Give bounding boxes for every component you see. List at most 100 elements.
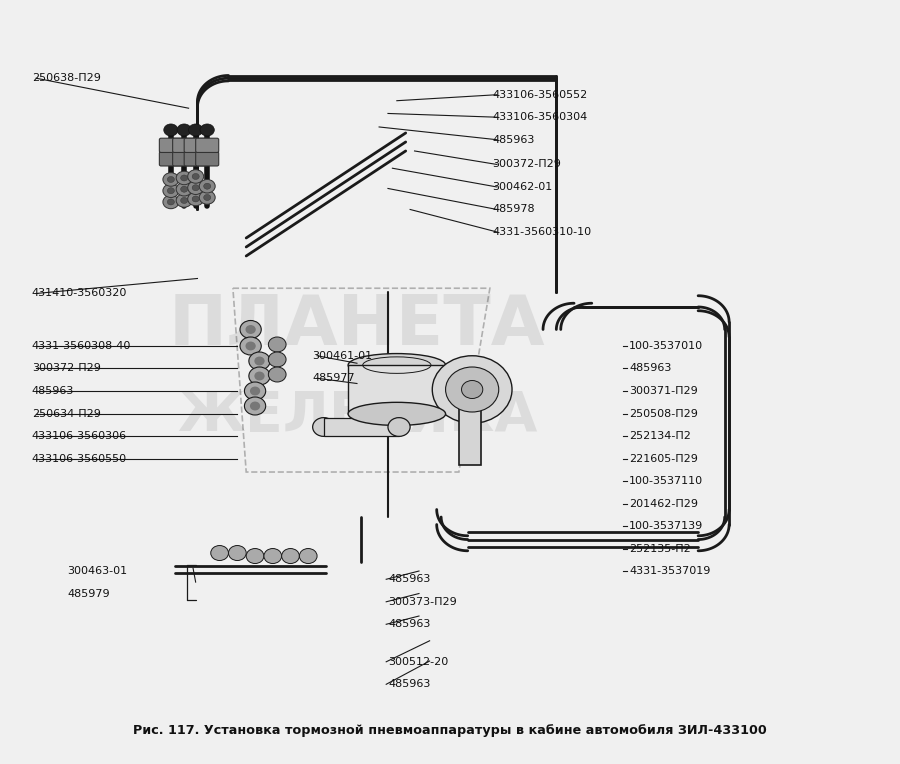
Text: 300372-П29: 300372-П29 (32, 364, 101, 374)
Text: 485963: 485963 (492, 134, 535, 144)
Circle shape (163, 196, 179, 209)
Circle shape (199, 191, 215, 204)
Circle shape (264, 549, 282, 564)
Circle shape (200, 124, 214, 136)
Text: 250634-П29: 250634-П29 (32, 409, 101, 419)
Circle shape (188, 170, 203, 183)
FancyBboxPatch shape (159, 152, 183, 166)
FancyBboxPatch shape (348, 365, 446, 414)
Text: 433106-3560552: 433106-3560552 (492, 89, 588, 100)
Text: 485963: 485963 (388, 679, 430, 689)
Circle shape (268, 337, 286, 352)
Text: 300462-01: 300462-01 (492, 182, 553, 192)
Text: 485963: 485963 (629, 364, 671, 374)
Text: 431410-3560320: 431410-3560320 (32, 289, 127, 299)
Circle shape (176, 194, 192, 207)
Circle shape (189, 124, 202, 136)
Circle shape (167, 176, 175, 183)
FancyBboxPatch shape (195, 138, 219, 153)
Text: 485963: 485963 (388, 575, 430, 584)
Circle shape (192, 196, 199, 202)
Circle shape (188, 193, 203, 206)
Text: 300461-01: 300461-01 (312, 351, 373, 361)
Circle shape (176, 183, 192, 196)
Circle shape (163, 173, 179, 186)
FancyBboxPatch shape (159, 138, 183, 153)
Circle shape (250, 387, 259, 395)
Text: 252135-П2: 252135-П2 (629, 543, 690, 554)
Text: 100-3537110: 100-3537110 (629, 476, 703, 486)
Circle shape (181, 186, 188, 193)
Text: 250508-П29: 250508-П29 (629, 409, 698, 419)
Text: Рис. 117. Установка тормозной пневмоаппаратуры в кабине автомобиля ЗИЛ-433100: Рис. 117. Установка тормозной пневмоаппа… (133, 724, 767, 737)
Circle shape (462, 380, 482, 399)
FancyBboxPatch shape (184, 152, 207, 166)
Circle shape (247, 342, 255, 350)
Text: 485977: 485977 (312, 374, 356, 384)
Circle shape (203, 183, 211, 189)
Text: 4331-3560308-40: 4331-3560308-40 (32, 341, 131, 351)
Circle shape (249, 367, 270, 385)
Text: 221605-П29: 221605-П29 (629, 454, 698, 464)
Circle shape (249, 352, 270, 370)
Circle shape (167, 199, 175, 205)
Text: 300373-П29: 300373-П29 (388, 597, 456, 607)
Circle shape (192, 173, 199, 180)
Circle shape (176, 171, 192, 185)
FancyBboxPatch shape (195, 152, 219, 166)
Text: 485963: 485963 (32, 386, 74, 396)
Text: 300512-20: 300512-20 (388, 657, 448, 667)
Circle shape (240, 320, 261, 338)
Circle shape (229, 545, 247, 561)
Text: ЖЕЛЕЗЯКА: ЖЕЛЕЗЯКА (176, 389, 537, 443)
Text: 4331-3537019: 4331-3537019 (629, 566, 710, 576)
Circle shape (247, 325, 255, 333)
Circle shape (188, 181, 203, 195)
FancyBboxPatch shape (324, 418, 399, 436)
Circle shape (203, 195, 211, 200)
Circle shape (268, 367, 286, 382)
Circle shape (432, 356, 512, 423)
Text: 252134-П2: 252134-П2 (629, 431, 691, 441)
Circle shape (247, 549, 264, 564)
Text: 485979: 485979 (68, 588, 110, 598)
Circle shape (446, 367, 499, 412)
Text: ПЛАНЕТА: ПЛАНЕТА (168, 293, 545, 359)
Circle shape (245, 397, 266, 415)
Circle shape (240, 337, 261, 355)
Text: 201462-П29: 201462-П29 (629, 499, 698, 509)
Ellipse shape (348, 403, 446, 426)
Text: 100-3537139: 100-3537139 (629, 521, 703, 531)
Circle shape (250, 403, 259, 410)
Text: 100-3537010: 100-3537010 (629, 341, 703, 351)
Circle shape (181, 197, 188, 203)
FancyBboxPatch shape (173, 138, 195, 153)
Circle shape (181, 175, 188, 181)
Ellipse shape (388, 418, 410, 436)
Circle shape (255, 358, 264, 364)
Circle shape (167, 188, 175, 194)
Circle shape (192, 185, 199, 191)
Text: 300463-01: 300463-01 (68, 566, 127, 576)
Text: 485963: 485963 (388, 620, 430, 630)
Text: 300371-П29: 300371-П29 (629, 386, 698, 396)
Text: 4331-3560310-10: 4331-3560310-10 (492, 227, 591, 237)
Circle shape (199, 180, 215, 193)
Circle shape (245, 382, 266, 400)
Text: 485978: 485978 (492, 205, 536, 215)
Circle shape (282, 549, 300, 564)
Circle shape (300, 549, 317, 564)
FancyBboxPatch shape (173, 152, 195, 166)
Text: 433106-3560306: 433106-3560306 (32, 431, 127, 441)
Circle shape (255, 372, 264, 380)
Text: 250638-П29: 250638-П29 (32, 73, 101, 83)
Circle shape (268, 352, 286, 367)
Ellipse shape (312, 418, 335, 436)
Text: 433106-3560550: 433106-3560550 (32, 454, 127, 464)
Circle shape (177, 124, 192, 136)
FancyBboxPatch shape (459, 374, 481, 465)
Circle shape (211, 545, 229, 561)
Circle shape (163, 184, 179, 197)
Text: 433106-3560304: 433106-3560304 (492, 112, 588, 122)
Text: 300372-П29: 300372-П29 (492, 160, 562, 170)
